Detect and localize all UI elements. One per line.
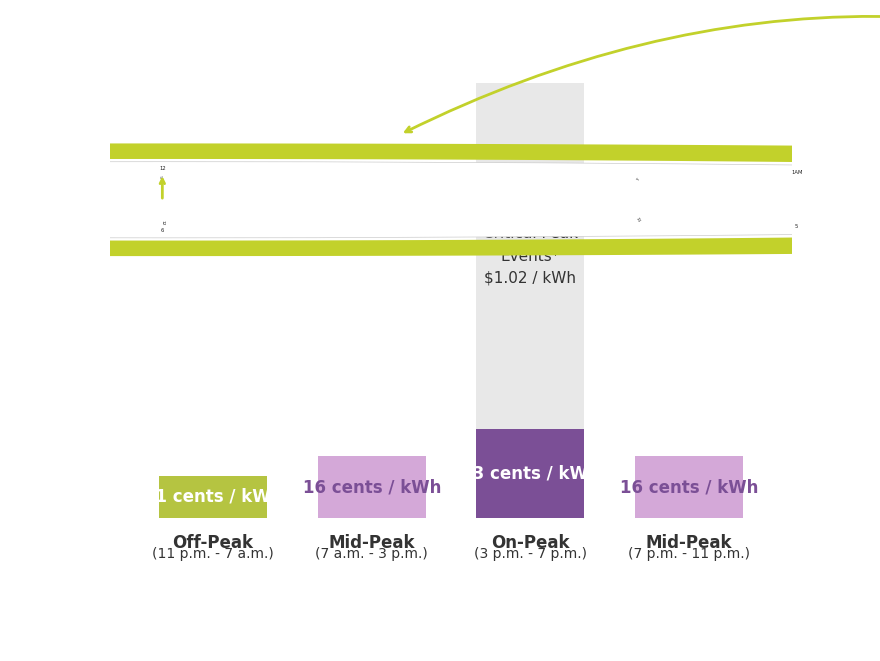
Text: Mid-Peak: Mid-Peak — [646, 534, 732, 552]
Bar — [159, 476, 267, 518]
FancyBboxPatch shape — [476, 83, 584, 429]
Text: 11: 11 — [635, 217, 642, 223]
Text: On-Peak: On-Peak — [491, 534, 569, 552]
Bar — [318, 456, 426, 518]
Text: (7 a.m. - 3 p.m.): (7 a.m. - 3 p.m.) — [315, 547, 428, 561]
Text: 1AM: 1AM — [791, 171, 803, 175]
Text: (3 p.m. - 7 p.m.): (3 p.m. - 7 p.m.) — [473, 547, 587, 561]
Text: (7 p.m. - 11 p.m.): (7 p.m. - 11 p.m.) — [628, 547, 750, 561]
Bar — [635, 456, 743, 518]
Text: 11 cents / kWh: 11 cents / kWh — [144, 488, 282, 506]
Text: 7: 7 — [635, 177, 641, 182]
Text: 16 cents / kWh: 16 cents / kWh — [620, 479, 758, 496]
Text: 6: 6 — [160, 175, 165, 178]
Text: 12: 12 — [160, 220, 165, 226]
Text: Mid-Peak: Mid-Peak — [328, 534, 415, 552]
Text: 12: 12 — [159, 166, 165, 171]
Polygon shape — [0, 143, 880, 256]
Circle shape — [0, 162, 880, 238]
Text: (11 p.m. - 7 a.m.): (11 p.m. - 7 a.m.) — [152, 547, 274, 561]
Text: 5: 5 — [795, 224, 798, 229]
Text: Critical Peak
Events*
$1.02 / kWh: Critical Peak Events* $1.02 / kWh — [483, 227, 578, 286]
Text: 23 cents / kWh: 23 cents / kWh — [461, 465, 599, 483]
Bar — [476, 429, 584, 518]
Text: 6: 6 — [161, 228, 164, 233]
Text: Off-Peak: Off-Peak — [172, 534, 253, 552]
Text: 16 cents / kWh: 16 cents / kWh — [303, 479, 441, 496]
